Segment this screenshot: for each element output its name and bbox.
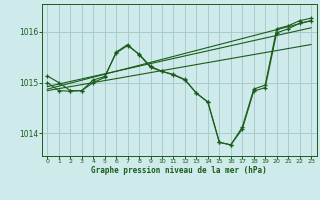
X-axis label: Graphe pression niveau de la mer (hPa): Graphe pression niveau de la mer (hPa) bbox=[91, 166, 267, 175]
